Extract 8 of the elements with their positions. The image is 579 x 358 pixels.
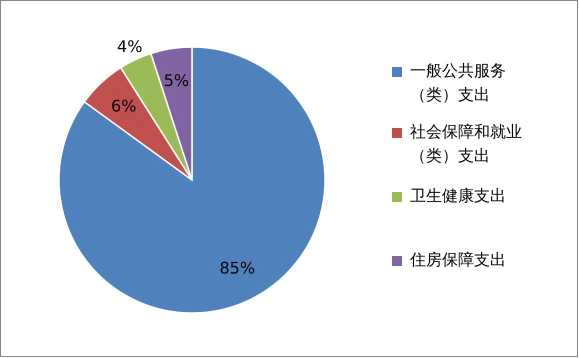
data-label: 5% bbox=[164, 70, 190, 90]
legend-label: 住房保障支出 bbox=[409, 250, 506, 270]
legend-label: 社会保障和就业（类）支出 bbox=[410, 122, 522, 166]
legend-label: 卫生健康支出 bbox=[410, 186, 506, 206]
data-label: 6% bbox=[111, 96, 136, 116]
data-label: 85% bbox=[220, 258, 256, 278]
data-label: 4% bbox=[117, 37, 142, 56]
legend-label: 一般公共服务（类）支出 bbox=[410, 61, 506, 104]
